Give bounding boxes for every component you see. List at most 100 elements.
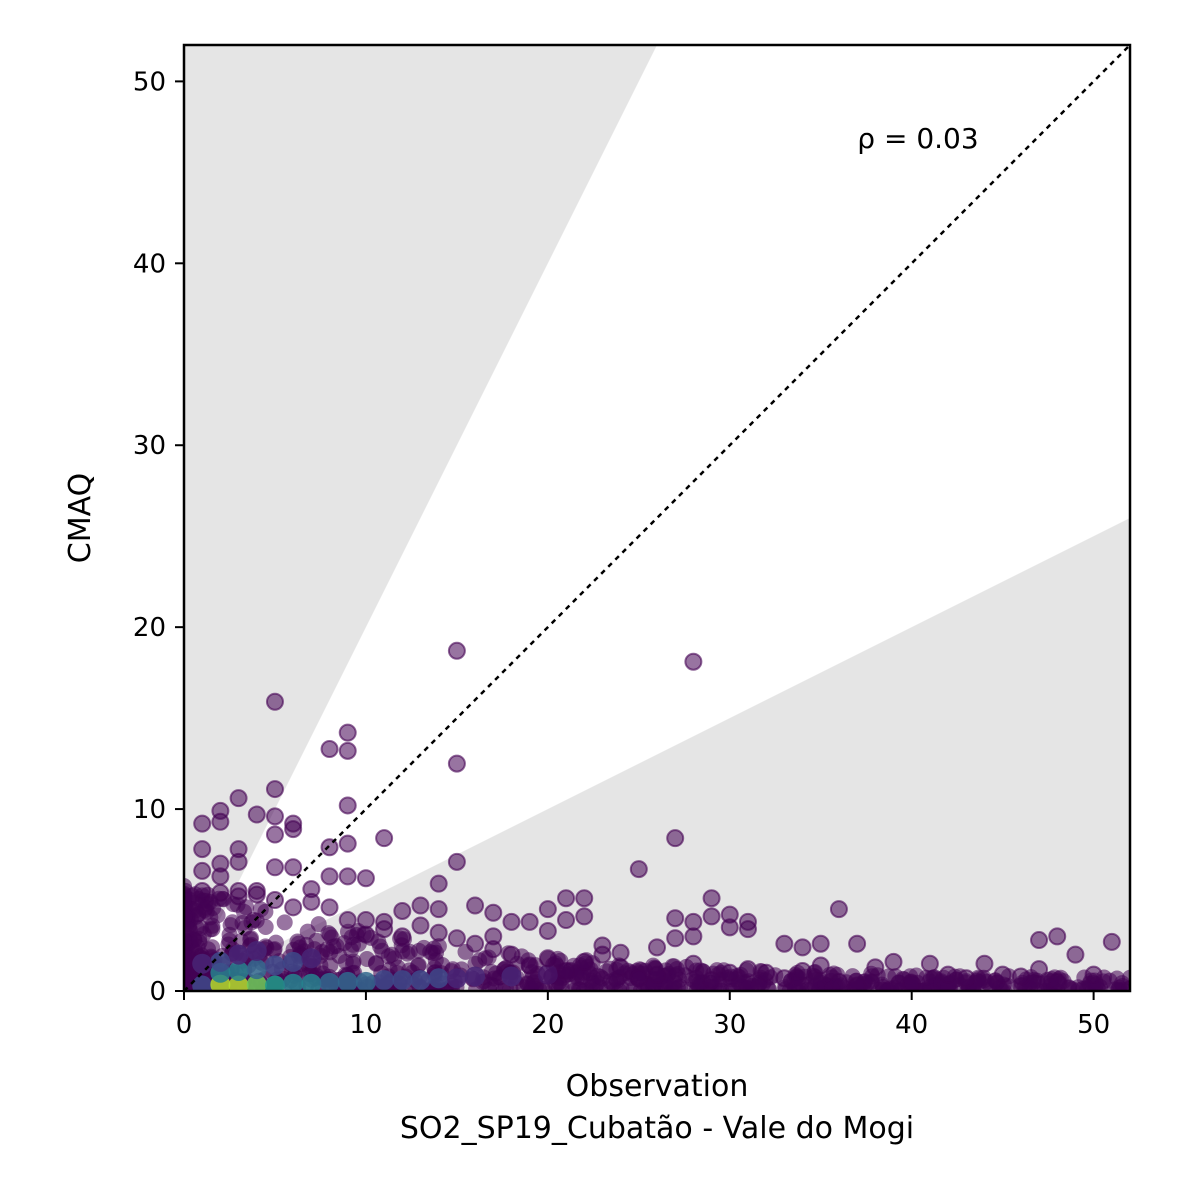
y-tick-label: 50 <box>133 67 166 97</box>
data-point <box>593 945 612 964</box>
shade-band-lower <box>184 518 1130 991</box>
y-tick-label: 0 <box>149 977 166 1007</box>
data-point <box>284 820 303 839</box>
data-point <box>484 903 503 922</box>
x-tick-label: 10 <box>349 1010 382 1040</box>
data-point <box>193 881 212 900</box>
density-core-point <box>446 968 467 989</box>
data-point <box>629 969 648 988</box>
density-core-point <box>246 974 267 991</box>
data-point <box>338 911 357 930</box>
data-point <box>229 789 248 808</box>
data-point <box>575 889 594 908</box>
data-point <box>811 956 830 975</box>
data-point <box>793 938 812 957</box>
data-point <box>284 898 303 917</box>
correlation-annotation: ρ = 0.03 <box>857 122 978 155</box>
x-axis-subtitle: SO2_SP19_Cubatão - Vale do Mogi <box>400 1111 914 1146</box>
density-core-point <box>246 940 267 961</box>
x-tick-label: 0 <box>176 1010 193 1040</box>
density-point <box>410 957 427 973</box>
data-point <box>1011 967 1030 986</box>
data-point <box>684 927 703 946</box>
density-core-point <box>192 975 213 991</box>
data-point <box>466 896 485 915</box>
data-point <box>320 898 339 917</box>
x-tick-label: 30 <box>713 1010 746 1040</box>
data-point <box>720 963 739 982</box>
data-point <box>666 929 685 948</box>
data-point <box>575 952 594 971</box>
data-point <box>975 954 994 973</box>
data-point <box>520 912 539 931</box>
data-point <box>684 954 703 973</box>
data-point <box>247 885 266 904</box>
data-point <box>648 938 666 957</box>
shade-band-upper <box>184 45 657 991</box>
density-core-point <box>283 973 304 991</box>
density-point <box>325 938 342 955</box>
x-axis: 0 10 20 30 40 50 <box>176 991 1110 1040</box>
density-point <box>257 919 274 935</box>
data-point <box>302 892 321 911</box>
density-point <box>276 914 293 931</box>
density-point <box>192 919 209 936</box>
density-point <box>430 938 447 955</box>
data-point <box>447 641 466 660</box>
data-point <box>684 652 703 671</box>
data-point <box>1121 980 1130 991</box>
density-core-point <box>283 951 304 972</box>
data-point <box>902 974 921 991</box>
data-point <box>1048 972 1067 991</box>
data-point <box>211 867 230 886</box>
data-point <box>411 916 430 935</box>
data-point <box>247 805 266 824</box>
data-point <box>193 861 212 880</box>
data-point <box>284 858 303 877</box>
y-axis: 0 10 20 30 40 50 <box>133 67 184 1007</box>
density-core-point <box>192 953 213 974</box>
density-core-point <box>501 966 522 987</box>
data-point <box>338 723 357 742</box>
density-point <box>684 971 701 988</box>
data-point <box>429 900 448 919</box>
data-point <box>338 867 357 886</box>
density-point <box>345 936 361 953</box>
data-point <box>666 829 685 848</box>
data-point <box>356 925 375 944</box>
density-core-point <box>264 955 285 976</box>
data-point <box>793 961 812 980</box>
data-point <box>265 807 284 826</box>
density-core-point <box>264 975 285 991</box>
data-point <box>648 965 666 984</box>
data-point <box>557 889 576 908</box>
data-point <box>393 927 412 946</box>
density-core-point <box>410 970 431 991</box>
data-point <box>193 814 212 833</box>
density-point <box>666 974 683 991</box>
data-point <box>538 949 557 968</box>
data-point <box>265 858 284 877</box>
density-point <box>374 942 391 959</box>
density-point <box>289 933 306 950</box>
data-point <box>338 834 357 853</box>
data-point <box>356 869 375 888</box>
data-point <box>411 896 430 915</box>
data-point <box>229 852 248 871</box>
data-point <box>447 852 466 871</box>
data-point <box>538 921 557 940</box>
data-point <box>229 887 248 906</box>
data-point <box>375 920 394 939</box>
density-core-point <box>428 968 449 989</box>
density-core-point <box>337 971 358 991</box>
data-point <box>429 923 448 942</box>
data-point <box>557 911 576 930</box>
density-point <box>184 933 192 950</box>
data-point <box>1102 932 1121 951</box>
x-axis-title: Observation <box>566 1069 749 1104</box>
data-point <box>265 780 284 799</box>
data-point <box>829 900 848 919</box>
data-point <box>957 969 976 988</box>
x-tick-label: 20 <box>531 1010 564 1040</box>
density-point <box>598 963 615 980</box>
